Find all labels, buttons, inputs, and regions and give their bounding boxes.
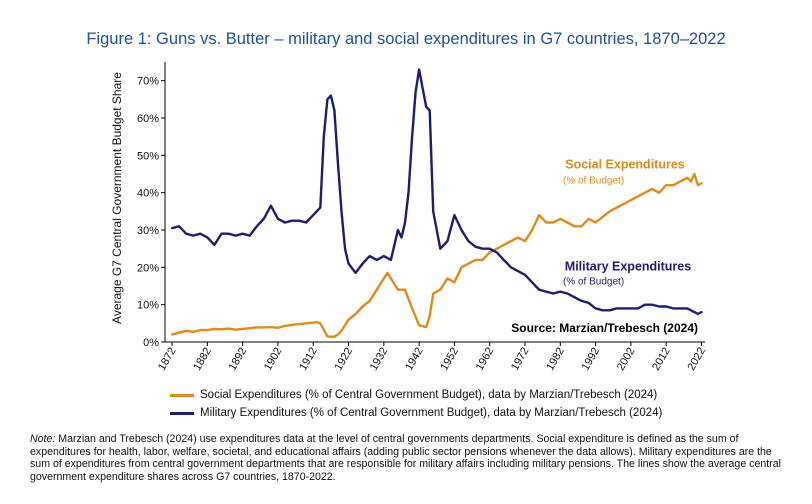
military-expenditures-line: [170, 68, 703, 316]
y-tick-label: 50%: [137, 150, 159, 162]
legend: Social Expenditures (% of Central Govern…: [170, 386, 662, 422]
military-series-sublabel: (% of Budget): [563, 276, 624, 287]
footnote: Note: Marzian and Trebesch (2024) use ex…: [30, 433, 790, 483]
x-tick-label: 1962: [474, 346, 497, 373]
y-tick-label: 10%: [137, 300, 159, 312]
x-tick-label: 1982: [544, 346, 567, 373]
social-series-label: Social Expenditures: [565, 158, 685, 172]
legend-label-social: Social Expenditures (% of Central Govern…: [200, 389, 658, 401]
y-tick-label: 60%: [137, 113, 159, 125]
chart-title: Figure 1: Guns vs. Butter – military and…: [86, 30, 726, 48]
military-series-label: Military Expenditures: [565, 260, 691, 274]
y-tick-label: 70%: [137, 76, 159, 88]
social-series-sublabel: (% of Budget): [563, 176, 624, 187]
legend-item-social: Social Expenditures (% of Central Govern…: [170, 386, 662, 404]
source-label: Source: Marzian/Trebesch (2024): [511, 321, 698, 335]
y-tick-label: 40%: [137, 188, 159, 200]
footnote-text: Marzian and Trebesch (2024) use expendit…: [30, 433, 781, 483]
y-axis-title: Average G7 Central Government Budget Sha…: [110, 72, 124, 324]
x-tick-label: 1922: [332, 346, 355, 373]
footnote-prefix: Note:: [30, 433, 56, 445]
x-tick-label: 1942: [403, 346, 426, 373]
x-tick-label: 1952: [438, 346, 461, 373]
y-tick-label: 0%: [143, 337, 159, 349]
x-tick-label: 1902: [262, 346, 285, 373]
x-tick-label: 1932: [368, 346, 391, 373]
x-tick-label: 1872: [156, 346, 179, 373]
legend-item-military: Military Expenditures (% of Central Gove…: [170, 404, 662, 422]
y-tick-label: 30%: [137, 225, 159, 237]
x-tick-label: 1912: [297, 346, 320, 373]
x-tick-label: 1992: [580, 346, 603, 373]
x-tick-label: 1882: [191, 346, 214, 373]
x-tick-label: 1892: [227, 346, 250, 373]
social-expenditures-line: [170, 172, 703, 338]
legend-swatch-social: [170, 393, 194, 397]
x-tick-label: 2022: [685, 346, 708, 373]
line-chart: 0% 10% 20% 30% 40% 50% 60% 70% 1872 1882 1892 1902 1…: [110, 62, 708, 373]
y-tick-label: 20%: [137, 262, 159, 274]
x-tick-label: 1972: [509, 346, 532, 373]
legend-label-military: Military Expenditures (% of Central Gove…: [200, 407, 663, 419]
legend-swatch-military: [170, 411, 194, 415]
x-tick-label: 2012: [650, 346, 673, 373]
x-tick-label: 2002: [615, 346, 638, 373]
